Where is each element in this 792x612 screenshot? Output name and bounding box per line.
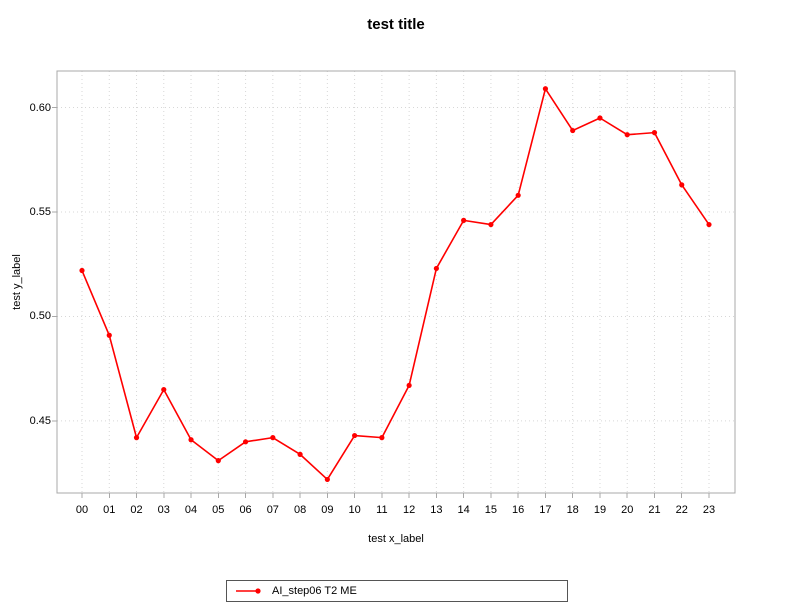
x-tick-label: 15	[484, 504, 498, 516]
x-tick-label: 17	[539, 504, 552, 516]
x-tick-label: 11	[376, 504, 388, 516]
x-tick-label: 04	[184, 504, 198, 516]
x-tick-label: 16	[512, 504, 525, 516]
x-tick-label: 21	[648, 504, 661, 516]
x-tick-label: 22	[675, 504, 688, 516]
x-tick-label: 01	[103, 504, 116, 516]
x-tick-label: 19	[593, 504, 607, 516]
x-tick-label: 20	[621, 504, 634, 516]
y-tick-label: 0.55	[29, 206, 51, 218]
x-tick-label: 00	[75, 504, 89, 516]
x-tick-label: 08	[293, 504, 307, 516]
x-tick-label: 02	[130, 504, 143, 516]
x-tick-label: 12	[403, 504, 416, 516]
legend-line-marker-icon	[236, 588, 261, 594]
legend-box: AI_step06 T2 ME	[226, 580, 568, 602]
x-axis-title: test x_label	[368, 533, 424, 545]
legend-label: AI_step06 T2 ME	[272, 585, 357, 597]
x-tick-label: 18	[566, 504, 579, 516]
x-tick-label: 09	[321, 504, 334, 516]
x-tick-label: 10	[348, 504, 361, 516]
y-tick-label: 0.50	[29, 310, 51, 323]
x-tick-label: 14	[457, 504, 470, 516]
y-tick-label: 0.60	[29, 101, 51, 114]
x-tick-label: 23	[702, 504, 716, 516]
x-tick-label: 05	[212, 504, 225, 516]
x-tick-label: 06	[239, 504, 252, 516]
chart-title: test title	[367, 16, 425, 33]
x-tick-label: 03	[157, 504, 170, 516]
x-tick-label: 13	[430, 504, 443, 516]
x-tick-label: 07	[266, 504, 279, 516]
y-axis-title: test y_label	[11, 254, 23, 310]
y-tick-label: 0.45	[29, 414, 51, 427]
